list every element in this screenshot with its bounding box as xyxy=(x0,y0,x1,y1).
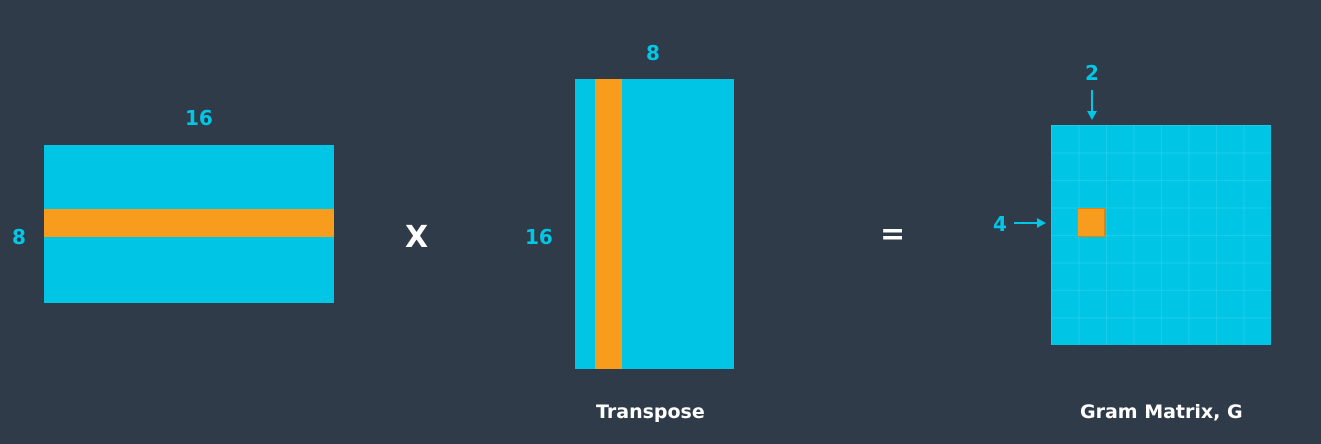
right-arrow-icon xyxy=(1014,218,1046,228)
down-arrow-icon xyxy=(1087,90,1097,120)
gram-matrix-highlighted-cell xyxy=(1078,209,1104,236)
gram-matrix-caption: Gram Matrix, G xyxy=(1080,401,1243,423)
matrix-b-height-label: 16 xyxy=(525,225,553,249)
matrix-a-height-label: 8 xyxy=(12,225,26,249)
matrix-b-highlighted-column xyxy=(595,79,622,369)
equals-operator: = xyxy=(880,217,906,252)
transpose-caption: Transpose xyxy=(596,401,705,423)
matrix-a-width-label: 16 xyxy=(185,106,213,130)
gram-matrix xyxy=(1051,125,1271,345)
matrix-b-transpose xyxy=(575,79,734,369)
matrix-a xyxy=(44,145,334,303)
matrix-a-highlighted-row xyxy=(44,209,334,237)
matrix-b-width-label: 8 xyxy=(646,41,660,65)
multiply-operator: X xyxy=(405,220,429,255)
gram-column-label: 2 xyxy=(1085,61,1099,85)
gram-row-label: 4 xyxy=(993,212,1007,236)
